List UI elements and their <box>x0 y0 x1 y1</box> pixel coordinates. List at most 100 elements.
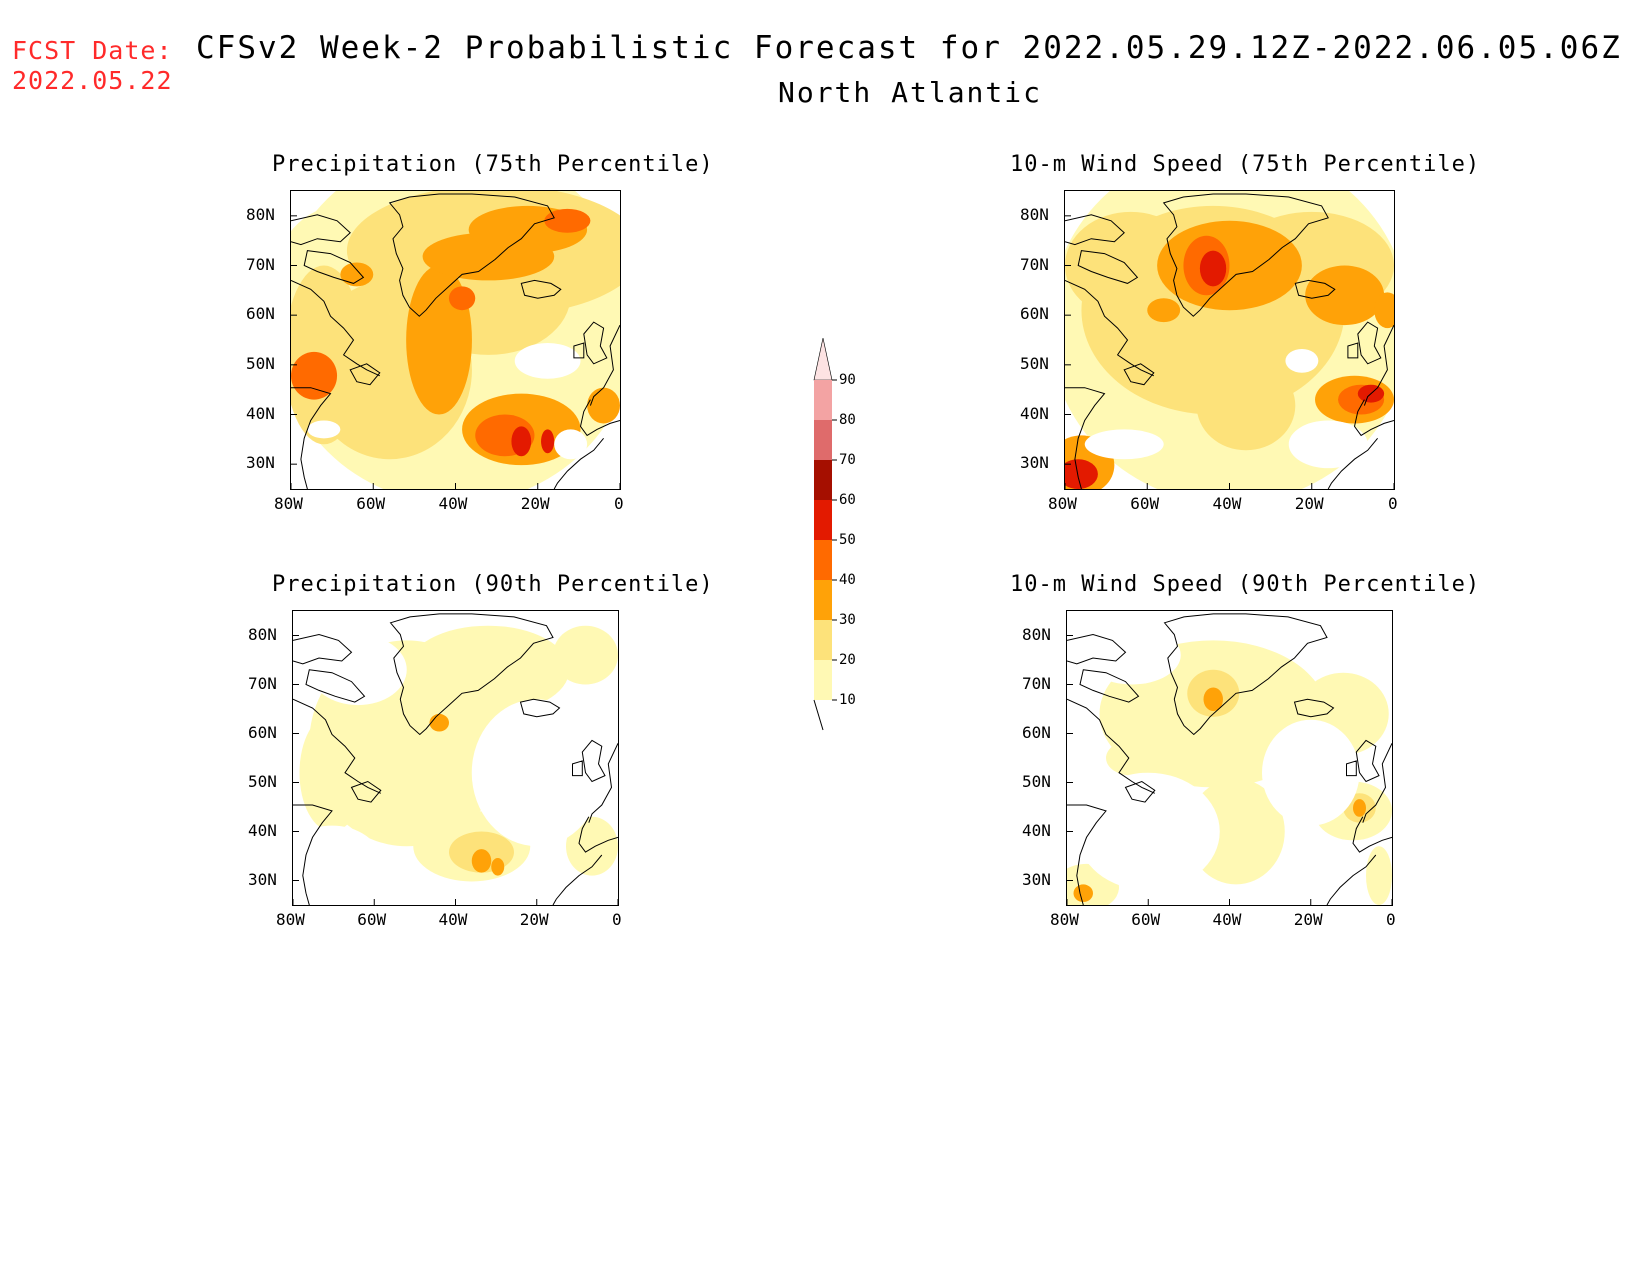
colorbar-legend: 90 80 70 60 50 40 30 20 10 <box>812 337 872 748</box>
coastline <box>1355 739 1380 783</box>
probability-contour <box>553 625 618 685</box>
lat-label: 40N <box>246 403 275 423</box>
lat-label: 40N <box>1022 820 1051 840</box>
coastline <box>1326 854 1377 905</box>
map-svg <box>1067 611 1392 905</box>
lat-label: 80N <box>248 624 277 644</box>
coastline <box>350 780 382 803</box>
region-subtitle: North Atlantic <box>777 76 1042 109</box>
below-threshold-area <box>309 634 407 706</box>
coastline <box>1065 214 1125 246</box>
panel-title-wind-75: 10-m Wind Speed (75th Percentile) <box>1010 152 1481 177</box>
lon-label: 40W <box>438 494 468 513</box>
coastline <box>291 214 351 246</box>
probability-contour <box>1353 799 1366 817</box>
colorbar-label: 90 <box>839 372 856 388</box>
coastline <box>583 321 608 365</box>
coastline <box>588 743 618 823</box>
lat-label: 40N <box>1020 403 1049 423</box>
lon-label: 40W <box>1212 910 1242 929</box>
probability-contour <box>566 816 618 876</box>
probability-contour <box>1305 265 1385 326</box>
lat-label: 30N <box>246 453 275 473</box>
lat-label: 80N <box>246 204 275 224</box>
coastline <box>1124 780 1156 803</box>
lat-label: 70N <box>1022 673 1051 693</box>
lon-label: 60W <box>357 910 387 929</box>
coastline <box>293 804 333 905</box>
lat-label: 40N <box>248 820 277 840</box>
lon-label: 0 <box>614 494 624 513</box>
coastline <box>1067 804 1107 905</box>
colorbar-label: 60 <box>839 492 856 508</box>
below-threshold-area <box>1076 772 1220 891</box>
coastline <box>349 363 381 386</box>
probability-contour <box>471 849 492 873</box>
probability-contour <box>1065 211 1197 320</box>
lon-label: 60W <box>1131 910 1161 929</box>
colorbar-svg <box>813 337 837 731</box>
probability-contour <box>291 351 338 400</box>
forecast-date-label: FCST Date: <box>12 36 173 65</box>
lon-label: 40W <box>438 910 468 929</box>
coastline <box>552 854 603 905</box>
below-threshold-area <box>514 342 581 379</box>
coastline <box>581 739 606 783</box>
below-threshold-area <box>1288 420 1368 469</box>
probability-contour <box>1073 884 1093 903</box>
lon-label: 20W <box>1293 910 1323 929</box>
coastline <box>573 342 585 359</box>
coastline <box>303 250 365 284</box>
coastline <box>1294 279 1336 299</box>
lat-label: 70N <box>1020 254 1049 274</box>
lon-label: 20W <box>520 494 550 513</box>
lat-label: 60N <box>248 722 277 742</box>
probability-contour <box>1196 360 1296 451</box>
lat-label: 60N <box>246 304 275 324</box>
colorbar-label: 10 <box>839 692 856 708</box>
lon-label: 80W <box>274 494 303 513</box>
map-svg <box>291 191 620 489</box>
coastline <box>305 669 366 703</box>
coastline <box>389 613 554 736</box>
probability-contour <box>406 625 570 714</box>
lat-label: 70N <box>248 673 277 693</box>
probability-contour <box>1374 292 1394 329</box>
map-wind-75 <box>1064 190 1395 490</box>
below-threshold-area <box>1285 348 1319 373</box>
coastline <box>1347 342 1359 359</box>
coastline <box>1293 698 1335 718</box>
probability-contour <box>1199 250 1227 287</box>
coastline <box>553 437 604 489</box>
colorbar-segment <box>814 500 832 540</box>
colorbar-label: 70 <box>839 452 856 468</box>
probability-contour <box>299 713 365 832</box>
colorbar-segment <box>814 660 832 700</box>
probability-contour <box>1366 846 1392 905</box>
panel-title-precip-75: Precipitation (75th Percentile) <box>272 152 714 177</box>
coastline <box>291 279 381 377</box>
coastline <box>1327 437 1378 489</box>
probability-contour <box>541 429 555 454</box>
coastline <box>1357 321 1382 365</box>
lat-label: 70N <box>246 254 275 274</box>
coastline <box>293 633 353 665</box>
lon-label: 80W <box>276 910 305 929</box>
map-precip-90 <box>292 610 619 906</box>
colorbar-label: 80 <box>839 412 856 428</box>
below-threshold-area <box>1262 719 1360 826</box>
coastline <box>1162 193 1329 317</box>
coastline <box>579 399 620 437</box>
map-precip-75 <box>290 190 621 490</box>
coastline <box>293 698 382 794</box>
below-threshold-area <box>1084 429 1164 460</box>
coastline <box>1065 387 1106 489</box>
colorbar-segment <box>814 460 832 500</box>
coastline <box>1353 399 1394 437</box>
map-svg <box>1065 191 1394 489</box>
coastline <box>578 816 618 853</box>
map-wind-90 <box>1066 610 1393 906</box>
lat-label: 30N <box>1020 453 1049 473</box>
below-threshold-area <box>471 699 602 847</box>
coastline <box>1362 743 1392 823</box>
